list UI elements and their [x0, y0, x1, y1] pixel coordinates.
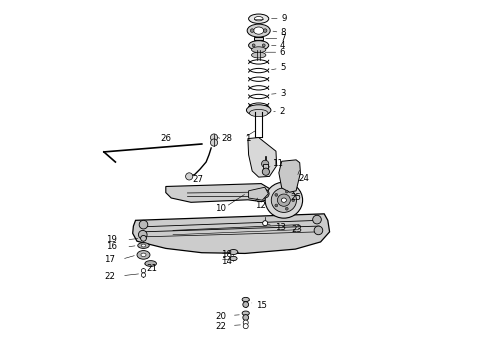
- Circle shape: [186, 173, 193, 180]
- Circle shape: [292, 199, 294, 202]
- Bar: [263, 164, 269, 171]
- Ellipse shape: [230, 256, 237, 261]
- Circle shape: [210, 134, 218, 141]
- Polygon shape: [248, 138, 277, 177]
- Circle shape: [275, 204, 278, 207]
- Circle shape: [141, 235, 147, 241]
- Ellipse shape: [249, 109, 268, 117]
- Circle shape: [285, 207, 288, 210]
- Text: 22: 22: [216, 322, 226, 330]
- Text: 17: 17: [104, 256, 115, 264]
- Ellipse shape: [141, 253, 146, 257]
- Circle shape: [313, 215, 321, 224]
- Ellipse shape: [265, 182, 303, 218]
- Text: 25: 25: [291, 193, 301, 202]
- Bar: [254, 37, 263, 40]
- Circle shape: [262, 44, 265, 47]
- Ellipse shape: [254, 17, 263, 21]
- Ellipse shape: [251, 52, 266, 58]
- Circle shape: [261, 189, 269, 198]
- Ellipse shape: [242, 297, 249, 302]
- Circle shape: [263, 221, 268, 226]
- Text: 14: 14: [221, 256, 232, 266]
- Text: 6: 6: [280, 48, 285, 57]
- Circle shape: [250, 29, 254, 32]
- Text: 28: 28: [221, 134, 232, 143]
- Text: 8: 8: [281, 28, 286, 37]
- Polygon shape: [279, 160, 300, 192]
- Text: 1: 1: [245, 135, 251, 144]
- Ellipse shape: [247, 24, 270, 37]
- Text: 11: 11: [272, 159, 283, 168]
- Circle shape: [139, 230, 147, 239]
- Text: 22: 22: [104, 272, 115, 281]
- Circle shape: [262, 168, 270, 175]
- Circle shape: [263, 29, 267, 32]
- Circle shape: [285, 190, 288, 193]
- Ellipse shape: [246, 105, 271, 116]
- Circle shape: [139, 220, 148, 229]
- Text: 16: 16: [106, 243, 118, 252]
- Text: 10: 10: [216, 204, 226, 212]
- Circle shape: [141, 269, 146, 273]
- Text: 3: 3: [280, 89, 285, 98]
- Ellipse shape: [141, 244, 146, 247]
- Ellipse shape: [137, 251, 150, 259]
- Ellipse shape: [262, 160, 269, 167]
- Circle shape: [275, 193, 278, 196]
- Polygon shape: [166, 184, 274, 202]
- Text: 24: 24: [298, 174, 309, 183]
- Text: 12: 12: [255, 201, 266, 210]
- Ellipse shape: [248, 14, 269, 23]
- Polygon shape: [133, 214, 330, 253]
- Text: 20: 20: [216, 312, 226, 321]
- Ellipse shape: [145, 261, 156, 266]
- Ellipse shape: [248, 41, 269, 50]
- Polygon shape: [248, 187, 269, 200]
- Ellipse shape: [277, 194, 291, 206]
- Text: 5: 5: [280, 63, 285, 72]
- Text: 13: 13: [274, 223, 286, 232]
- Text: 15: 15: [256, 301, 267, 310]
- Ellipse shape: [281, 198, 286, 202]
- Text: 21: 21: [147, 264, 157, 273]
- Text: 23: 23: [292, 225, 303, 234]
- Bar: [255, 50, 262, 55]
- Ellipse shape: [251, 47, 266, 53]
- Text: 7: 7: [281, 34, 286, 43]
- Circle shape: [243, 320, 248, 325]
- Circle shape: [210, 139, 218, 146]
- Circle shape: [314, 226, 323, 235]
- Ellipse shape: [271, 188, 296, 212]
- Text: 26: 26: [160, 135, 172, 144]
- Text: 19: 19: [106, 235, 117, 244]
- Circle shape: [252, 44, 255, 47]
- Circle shape: [243, 324, 248, 329]
- Circle shape: [243, 315, 248, 320]
- Text: 18: 18: [221, 251, 232, 259]
- Ellipse shape: [242, 311, 249, 315]
- Text: 4: 4: [280, 41, 285, 50]
- Ellipse shape: [229, 249, 238, 255]
- Circle shape: [141, 273, 146, 277]
- Text: 9: 9: [281, 14, 286, 23]
- Text: 27: 27: [192, 175, 203, 184]
- Ellipse shape: [138, 243, 149, 248]
- Ellipse shape: [254, 27, 264, 34]
- Circle shape: [243, 302, 248, 307]
- Text: 2: 2: [279, 107, 285, 116]
